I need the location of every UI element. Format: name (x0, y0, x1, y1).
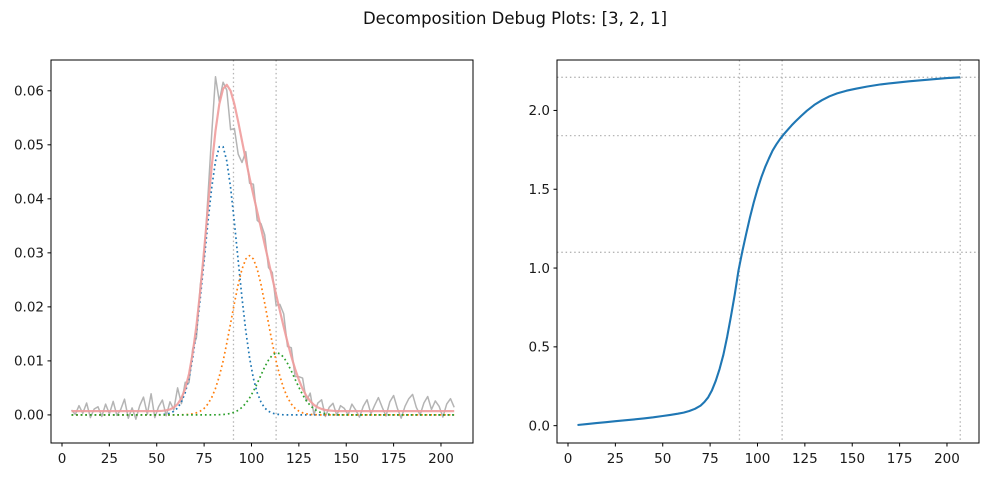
y-tick-label: 1.0 (529, 261, 550, 277)
x-tick-label: 25 (101, 451, 118, 467)
x-tick-label: 100 (745, 451, 771, 467)
x-tick-label: 75 (702, 451, 719, 467)
fit-series (71, 83, 455, 413)
x-tick-label: 175 (381, 451, 407, 467)
y-tick-label: 0.5 (529, 340, 550, 356)
x-tick-label: 200 (934, 451, 960, 467)
x-tick-label: 0 (58, 451, 67, 467)
x-tick-label: 200 (428, 451, 454, 467)
y-tick-label: 2.0 (529, 103, 550, 119)
y-tick-label: 1.5 (529, 182, 550, 198)
y-tick-label: 0.01 (14, 354, 44, 370)
x-tick-label: 150 (333, 451, 359, 467)
x-tick-label: 25 (607, 451, 624, 467)
axes-frame (556, 59, 980, 444)
x-tick-label: 50 (148, 451, 165, 467)
raw-data-series (70, 76, 455, 420)
figure-title: Decomposition Debug Plots: [3, 2, 1] (362, 9, 668, 28)
component-1-series (71, 145, 455, 416)
y-tick-label: 0.04 (14, 192, 44, 208)
y-tick-label: 0.0 (529, 418, 550, 434)
axes-frame (50, 59, 474, 444)
y-tick-label: 0.05 (14, 138, 44, 154)
x-tick-label: 50 (654, 451, 671, 467)
x-tick-label: 125 (286, 451, 312, 467)
x-tick-label: 125 (792, 451, 818, 467)
y-tick-label: 0.06 (14, 84, 44, 100)
x-tick-label: 0 (564, 451, 573, 467)
y-tick-label: 0.00 (14, 408, 44, 424)
x-tick-label: 150 (839, 451, 865, 467)
x-tick-label: 75 (196, 451, 213, 467)
y-tick-label: 0.02 (14, 300, 44, 316)
cumulative-series (577, 76, 961, 427)
x-tick-label: 100 (239, 451, 265, 467)
y-tick-label: 0.03 (14, 246, 44, 262)
x-tick-label: 175 (887, 451, 913, 467)
component-2-series (71, 254, 455, 416)
